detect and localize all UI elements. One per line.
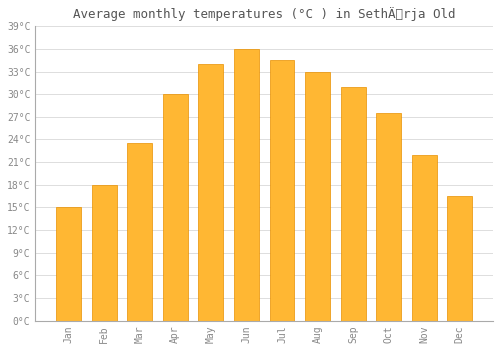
- Bar: [340, 86, 365, 321]
- Bar: [270, 60, 294, 321]
- Bar: [163, 94, 188, 321]
- Bar: [448, 196, 472, 321]
- Bar: [56, 207, 81, 321]
- Bar: [412, 155, 436, 321]
- Bar: [127, 143, 152, 321]
- Bar: [376, 113, 401, 321]
- Bar: [198, 64, 224, 321]
- Bar: [305, 71, 330, 321]
- Title: Average monthly temperatures (°C ) in SethÄrja Old: Average monthly temperatures (°C ) in Se…: [73, 7, 456, 21]
- Bar: [92, 185, 116, 321]
- Bar: [234, 49, 259, 321]
